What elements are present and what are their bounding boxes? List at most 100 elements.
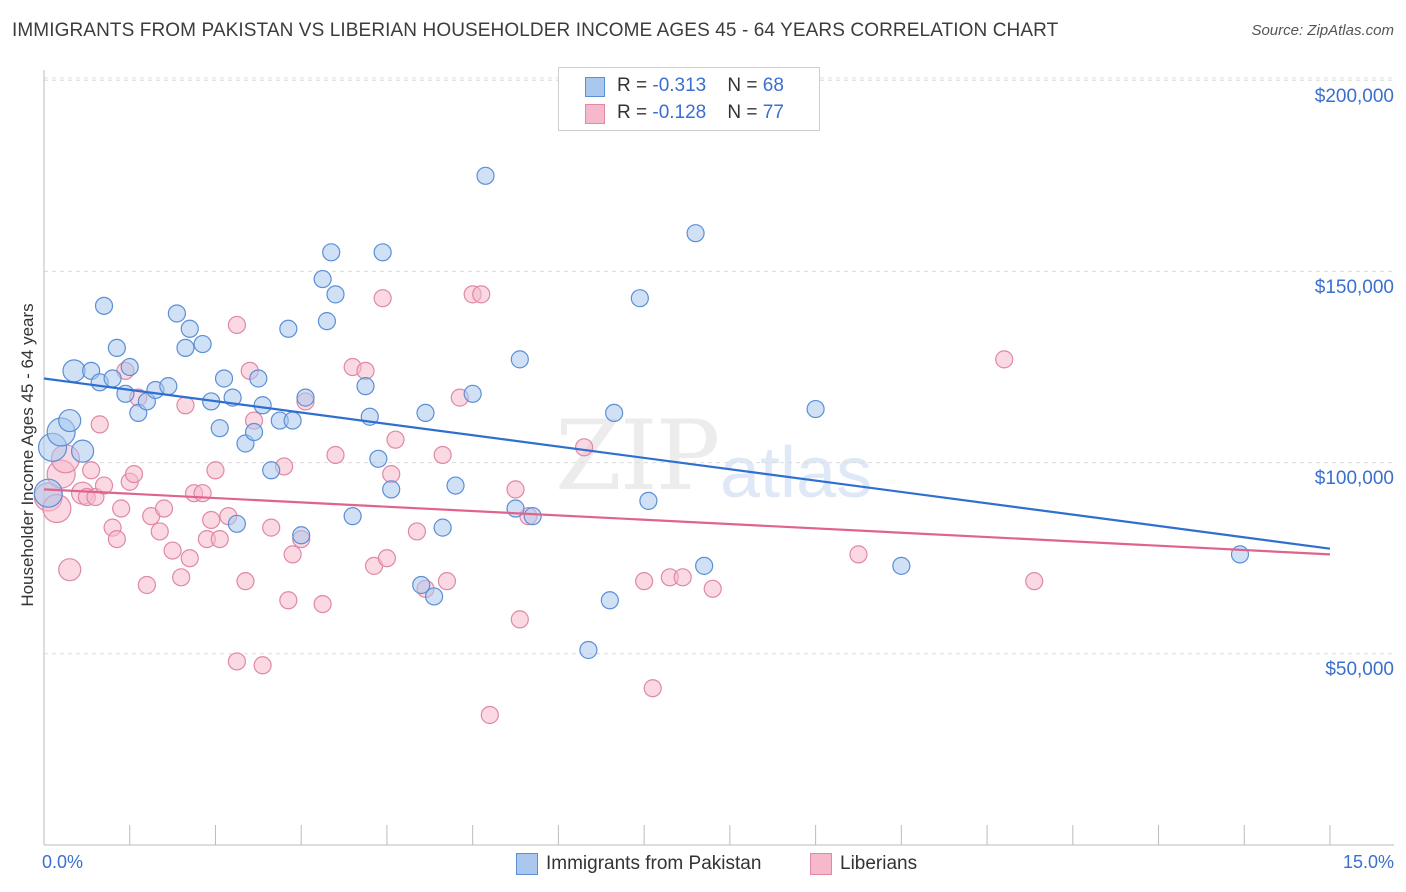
liberians-point xyxy=(575,438,594,457)
liberians-swatch xyxy=(585,104,605,124)
chart-title: IMMIGRANTS FROM PAKISTAN VS LIBERIAN HOU… xyxy=(12,20,1059,41)
pakistan-point xyxy=(322,243,341,262)
liberians-point xyxy=(373,289,392,308)
liberians-points xyxy=(33,285,1044,725)
y-axis-label: Householder Income Ages 45 - 64 years xyxy=(18,303,37,607)
pakistan-point xyxy=(369,449,388,468)
n-label: N = xyxy=(727,75,763,96)
pakistan-point xyxy=(214,369,234,388)
y-tick-label: $50,000 xyxy=(1325,659,1394,680)
pakistan-point xyxy=(262,461,281,480)
pakistan-point xyxy=(176,338,195,358)
liberians-point xyxy=(283,545,302,564)
pakistan-point xyxy=(463,384,482,403)
liberians-point xyxy=(150,522,169,541)
pakistan-point xyxy=(94,296,114,315)
liberians-point xyxy=(94,476,114,495)
liberians-point xyxy=(510,610,529,629)
pakistan-point xyxy=(382,480,401,499)
n-value: 77 xyxy=(762,102,784,123)
pakistan-point xyxy=(892,556,911,575)
pakistan-point xyxy=(317,312,337,331)
pakistan-point xyxy=(806,399,825,419)
pakistan-point xyxy=(249,369,268,388)
pakistan-point xyxy=(296,388,315,407)
r-value: -0.128 xyxy=(652,102,707,123)
liberians-point xyxy=(279,591,298,610)
liberians-point xyxy=(227,315,246,335)
pakistan-point xyxy=(412,575,431,595)
liberians-point xyxy=(635,572,654,591)
liberians-point xyxy=(137,575,156,595)
liberians-point xyxy=(849,545,868,564)
y-tick-label: $150,000 xyxy=(1314,277,1394,298)
liberians-point xyxy=(703,579,722,598)
pakistan-point xyxy=(292,526,311,545)
liberians-point xyxy=(82,461,101,480)
liberians-point xyxy=(206,461,225,480)
pakistan-point xyxy=(193,334,212,354)
pakistan-point xyxy=(416,403,435,423)
source-label: Source: ZipAtlas.com xyxy=(1251,22,1394,39)
r-label: R = xyxy=(617,75,653,96)
liberians-point xyxy=(995,350,1014,369)
pakistan-point xyxy=(70,439,95,463)
liberians-point xyxy=(253,656,272,675)
pakistan-point xyxy=(579,640,598,660)
pakistan-point xyxy=(313,269,332,289)
pakistan-swatch xyxy=(516,853,538,875)
pakistan-point xyxy=(523,507,542,526)
pakistan-point xyxy=(695,556,714,575)
pakistan-point xyxy=(630,289,649,308)
liberians-point xyxy=(386,430,405,449)
pakistan-point xyxy=(343,507,362,526)
pakistan-point xyxy=(446,476,465,495)
liberians-point xyxy=(236,572,255,591)
pakistan-point xyxy=(433,518,452,537)
pakistan-point xyxy=(103,369,122,388)
pakistan-point xyxy=(180,319,199,338)
pakistan-trend-line xyxy=(43,377,1331,550)
r-label: R = xyxy=(617,102,653,123)
pakistan-point xyxy=(600,591,619,610)
pakistan-point xyxy=(107,338,126,358)
pakistan-point xyxy=(58,408,82,433)
liberians-point xyxy=(1025,572,1044,591)
liberians-point xyxy=(172,568,191,587)
liberians-point xyxy=(480,705,499,725)
y-tick-label: $200,000 xyxy=(1314,86,1394,107)
pakistan-point xyxy=(120,357,139,377)
pakistan-point xyxy=(253,396,272,415)
liberians-point xyxy=(124,464,144,484)
liberians-trend-line xyxy=(43,488,1331,556)
pakistan-point xyxy=(510,350,529,369)
pakistan-point xyxy=(167,304,186,323)
liberians-point xyxy=(227,652,246,671)
pakistan-point xyxy=(356,377,375,396)
liberians-point xyxy=(202,510,221,530)
y-tick-label: $100,000 xyxy=(1314,468,1394,489)
pakistan-points xyxy=(33,166,1250,660)
liberians-point xyxy=(673,568,692,587)
pakistan-point xyxy=(605,403,624,423)
pakistan-point xyxy=(279,319,298,338)
liberians-point xyxy=(112,499,131,518)
x-tick-label-max: 15.0% xyxy=(1342,852,1394,872)
liberians-point xyxy=(433,445,452,465)
pakistan-point xyxy=(210,419,229,438)
liberians-swatch xyxy=(810,853,832,875)
n-label: N = xyxy=(727,102,763,123)
pakistan-point xyxy=(227,514,246,533)
pakistan-point xyxy=(424,587,444,606)
liberians-point xyxy=(193,484,212,503)
n-value: 68 xyxy=(762,75,784,96)
liberians-point xyxy=(407,522,427,541)
liberians-point xyxy=(58,558,82,582)
axes xyxy=(43,70,1394,846)
pakistan-point xyxy=(476,166,495,185)
pakistan-point xyxy=(639,491,658,510)
trend-lines xyxy=(43,377,1331,556)
pakistan-point xyxy=(373,243,392,262)
liberians-point xyxy=(163,541,182,560)
liberians-point xyxy=(356,361,375,380)
